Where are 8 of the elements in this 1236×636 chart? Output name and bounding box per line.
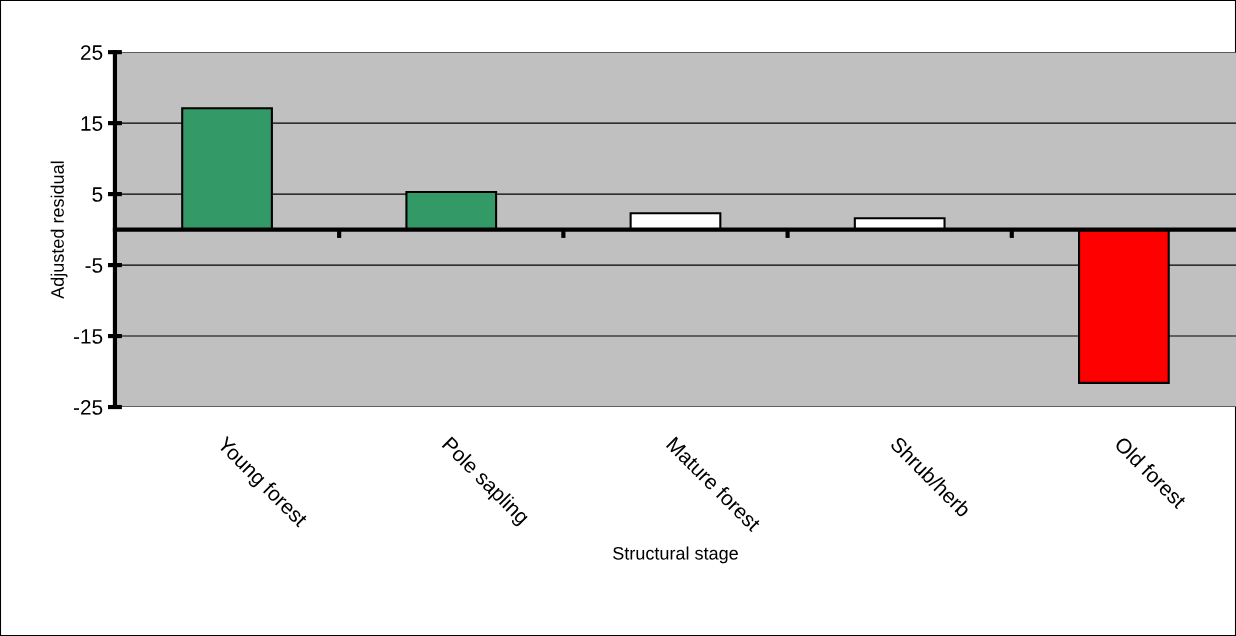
- y-tick-label: 25: [81, 45, 103, 60]
- x-axis-title: Structural stage: [613, 546, 738, 564]
- y-tick-label: 15: [81, 116, 103, 131]
- y-tick-label: -25: [73, 400, 103, 415]
- y-tick-label: -15: [73, 329, 103, 344]
- y-tick-label: 5: [92, 187, 103, 202]
- y-tick-label: -5: [85, 258, 103, 273]
- y-axis-title: Adjusted residual: [50, 161, 68, 299]
